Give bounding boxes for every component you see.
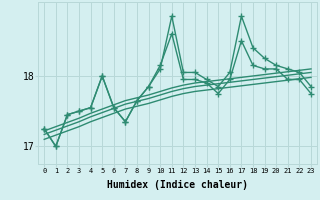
X-axis label: Humidex (Indice chaleur): Humidex (Indice chaleur) bbox=[107, 180, 248, 190]
